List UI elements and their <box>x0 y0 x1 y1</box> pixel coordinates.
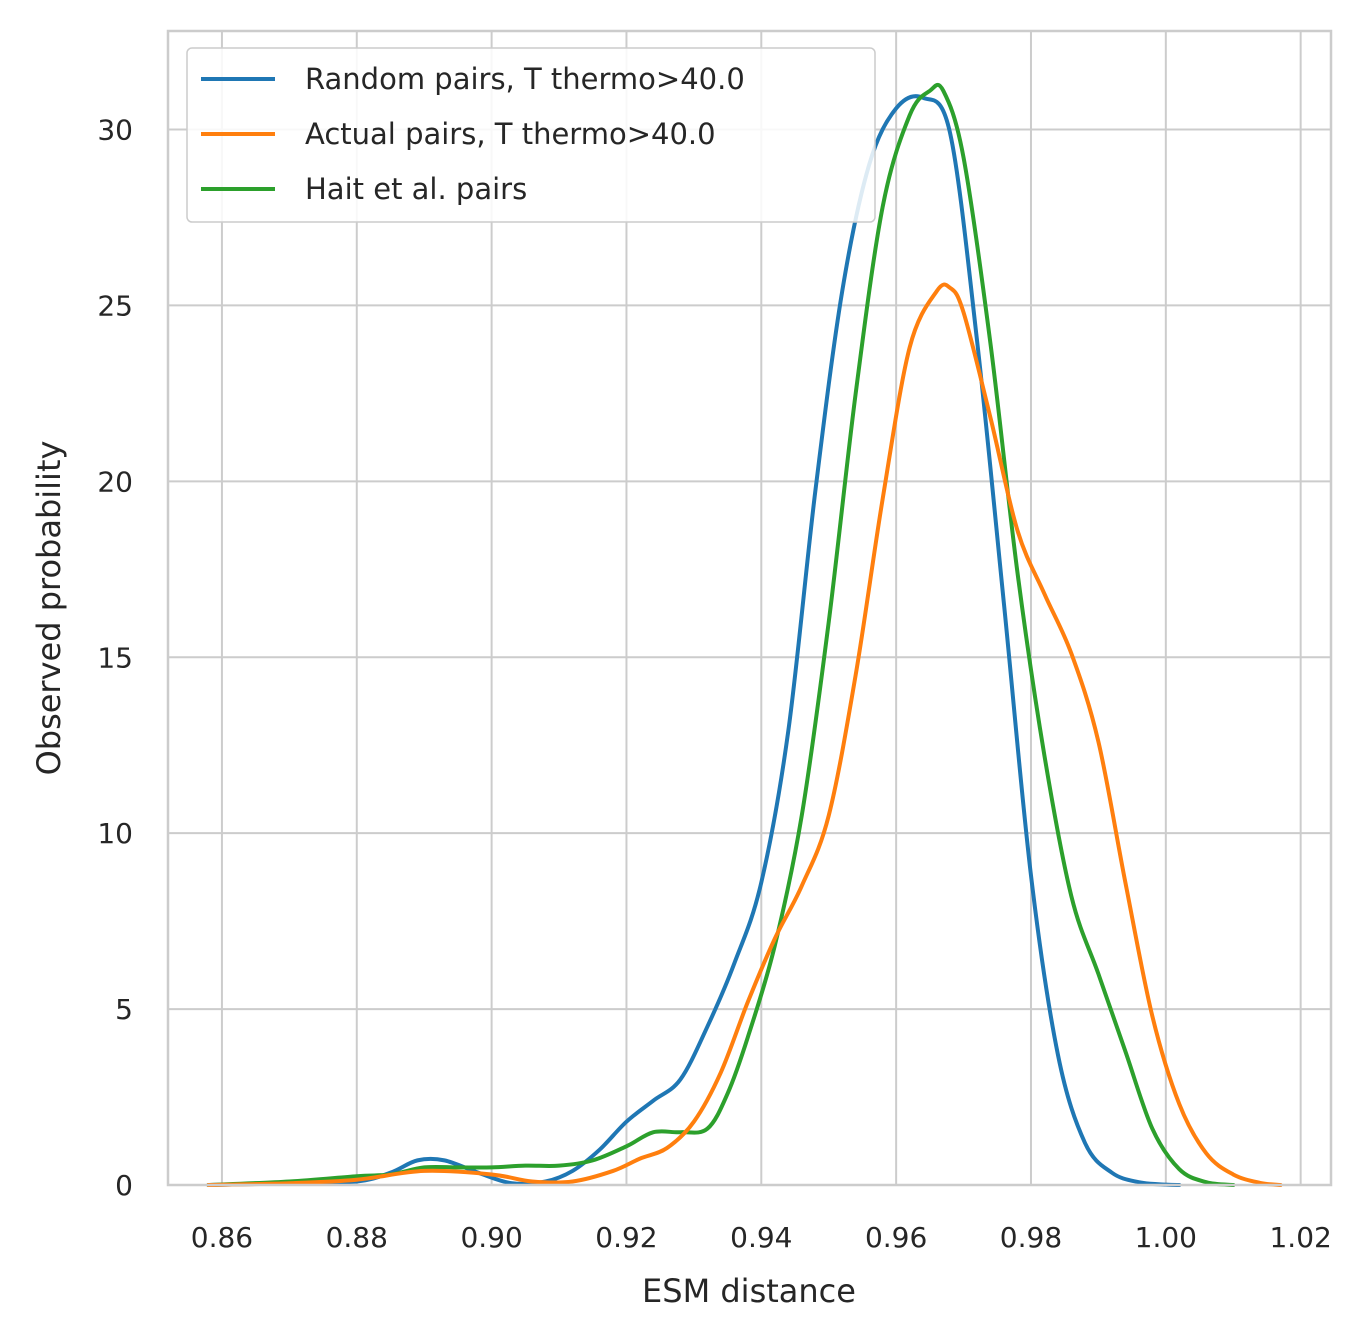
x-tick-label: 0.98 <box>1000 1221 1062 1254</box>
y-axis-title: Observed probability <box>30 441 68 776</box>
plot-frame <box>166 29 1333 1187</box>
legend-label: Random pairs, T thermo>40.0 <box>305 62 745 96</box>
series-lines <box>206 82 1283 1187</box>
legend: Random pairs, T thermo>40.0 Actual pairs,… <box>186 47 876 223</box>
series-line-3 <box>206 82 1236 1187</box>
y-tick-label: 5 <box>115 993 133 1026</box>
x-tick-label: 1.02 <box>1269 1221 1331 1254</box>
x-tick-label: 1.00 <box>1135 1221 1197 1254</box>
y-tick-label: 0 <box>115 1169 133 1202</box>
legend-label: Hait et al. pairs <box>305 172 527 206</box>
x-tick-label: 0.92 <box>595 1221 657 1254</box>
x-tick-label: 0.88 <box>326 1221 388 1254</box>
y-tick-label: 20 <box>97 465 133 498</box>
x-tick-label: 0.96 <box>865 1221 927 1254</box>
x-axis-title: ESM distance <box>642 1272 856 1310</box>
y-tick-label: 25 <box>97 289 133 322</box>
y-tick-label: 10 <box>97 817 133 850</box>
legend-label: Actual pairs, T thermo>40.0 <box>305 117 716 151</box>
legend-box <box>186 47 876 223</box>
y-tick-labels: 0 5 10 15 20 25 30 <box>97 114 133 1202</box>
y-tick-label: 15 <box>97 641 133 674</box>
x-tick-label: 0.86 <box>191 1221 253 1254</box>
x-tick-label: 0.94 <box>730 1221 792 1254</box>
x-tick-label: 0.90 <box>460 1221 522 1254</box>
y-tick-label: 30 <box>97 114 133 147</box>
x-tick-labels: 0.86 0.88 0.90 0.92 0.94 0.96 0.98 1.00 1.02 <box>191 1221 1332 1254</box>
series-line-2 <box>206 282 1283 1187</box>
